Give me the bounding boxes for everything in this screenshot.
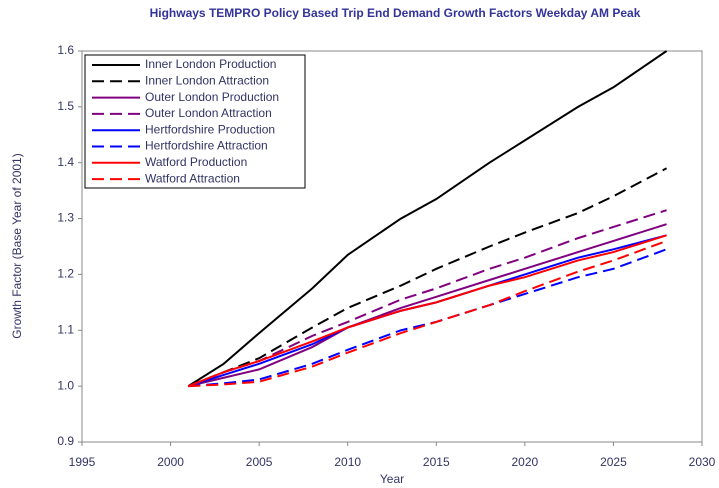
y-tick-label: 0.9 — [57, 434, 74, 448]
x-tick-label: 2005 — [246, 455, 273, 469]
y-tick-label: 1.0 — [57, 378, 74, 392]
legend-label: Hertfordshire Attraction — [145, 139, 268, 153]
plot-area — [81, 50, 703, 443]
legend-label: Hertfordshire Production — [145, 122, 275, 136]
legend-label: Watford Production — [145, 155, 247, 169]
x-tick-label: 2025 — [600, 455, 627, 469]
x-axis-label: Year — [380, 472, 404, 486]
x-tick-label: 2010 — [334, 455, 361, 469]
series-line — [187, 167, 668, 388]
legend-label: Outer London Production — [145, 90, 279, 104]
series-line — [188, 248, 667, 388]
y-tick-label: 1.1 — [57, 322, 74, 336]
y-tick-label: 1.4 — [57, 155, 74, 169]
series-line — [188, 239, 667, 388]
y-tick-label: 1.5 — [57, 99, 74, 113]
series-line — [187, 234, 667, 388]
y-tick-label: 1.6 — [57, 43, 74, 57]
x-tick-label: 1995 — [69, 455, 96, 469]
series-line — [188, 223, 667, 388]
x-tick-label: 2015 — [423, 455, 450, 469]
series-line — [187, 50, 668, 387]
x-tick-label: 2020 — [512, 455, 539, 469]
series-line — [187, 209, 667, 388]
legend-label: Watford Attraction — [145, 171, 240, 185]
legend-label: Outer London Attraction — [145, 106, 272, 120]
legend-label: Inner London Production — [145, 57, 276, 71]
y-axis-label: Growth Factor (Base Year of 2001) — [10, 153, 24, 338]
y-tick-label: 1.3 — [57, 211, 74, 225]
x-tick-label: 2000 — [157, 455, 184, 469]
x-tick-label: 2030 — [689, 455, 716, 469]
legend-box — [84, 54, 306, 189]
legend-label: Inner London Attraction — [145, 73, 269, 87]
series-line — [187, 234, 667, 388]
chart-title: Highways TEMPRO Policy Based Trip End De… — [149, 6, 641, 20]
y-tick-label: 1.2 — [57, 267, 74, 281]
